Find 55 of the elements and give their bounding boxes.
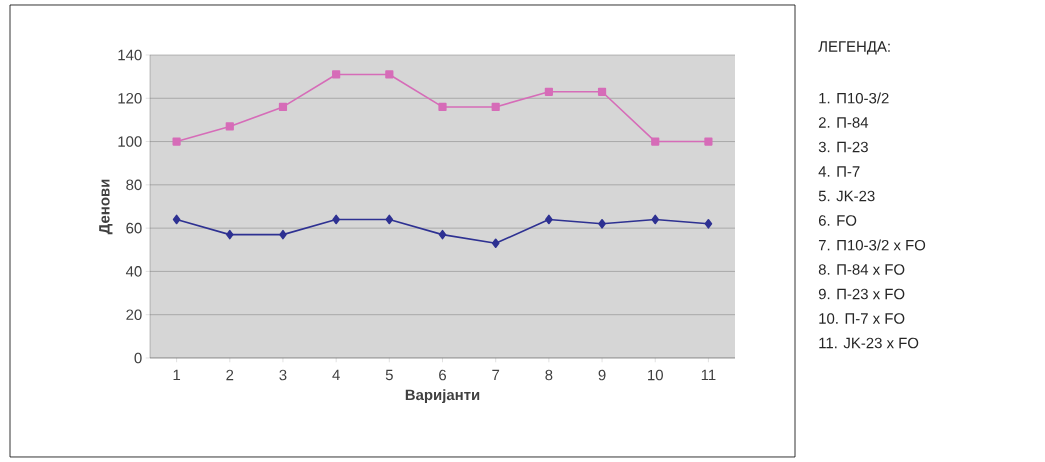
point — [544, 87, 553, 96]
y-tick-label: 120 — [118, 92, 142, 104]
text: 6. FO — [818, 215, 857, 226]
x-tick-label: 10 — [648, 369, 663, 381]
point — [491, 238, 500, 249]
x-tick-label: 5 — [385, 369, 393, 381]
point — [704, 137, 713, 146]
x-axis-title: Варијанти — [405, 389, 480, 404]
x-tick-label: 7 — [492, 369, 500, 381]
text: ЛЕГЕНДА: — [818, 41, 890, 55]
x-tick-label: 4 — [332, 369, 340, 381]
point — [225, 122, 234, 131]
point — [332, 70, 341, 79]
text: 8. П-84 x FO — [818, 264, 905, 275]
x-tick-label: 11 — [701, 369, 716, 381]
point — [172, 214, 181, 225]
y-tick-label: 60 — [126, 222, 142, 234]
text: 7. П10-3/2 x FO — [818, 239, 926, 251]
text: 9. П-23 x FO — [818, 288, 905, 300]
text: 4. П-7 — [818, 166, 860, 177]
point — [438, 102, 447, 112]
x-tick-label: 1 — [173, 369, 181, 381]
point — [491, 102, 500, 112]
point — [385, 214, 394, 225]
x-tick-label: 2 — [226, 369, 234, 381]
point — [385, 70, 394, 79]
x-tick-label: 6 — [439, 369, 447, 381]
y-tick-label: 100 — [118, 136, 142, 147]
point — [278, 102, 288, 112]
y-axis-title: Денови — [99, 179, 113, 235]
text: 10. П-7 x FO — [819, 313, 905, 324]
point — [598, 219, 606, 229]
text: 2. П-84 — [818, 117, 869, 128]
text: 11. JK-23 x FO — [819, 337, 919, 349]
point — [225, 229, 234, 240]
x-tick-label: 3 — [279, 369, 287, 381]
point — [704, 219, 713, 229]
point — [279, 229, 287, 240]
x-tick-label: 8 — [545, 369, 553, 381]
y-tick-label: 80 — [126, 179, 142, 191]
x-tick-label: 9 — [598, 369, 606, 381]
point — [332, 214, 340, 225]
point — [438, 229, 447, 240]
point — [597, 87, 607, 96]
point — [651, 214, 660, 225]
y-tick-label: 0 — [134, 352, 142, 364]
text: 3. П-23 — [818, 141, 868, 153]
point — [172, 137, 181, 146]
point — [545, 214, 553, 225]
text: 1. П10-3/2 — [819, 92, 889, 104]
y-tick-label: 140 — [118, 49, 142, 61]
y-tick-label: 40 — [125, 266, 142, 277]
text: 5. JK-23 — [818, 190, 875, 202]
point — [651, 137, 660, 146]
y-tick-label: 20 — [126, 309, 142, 320]
